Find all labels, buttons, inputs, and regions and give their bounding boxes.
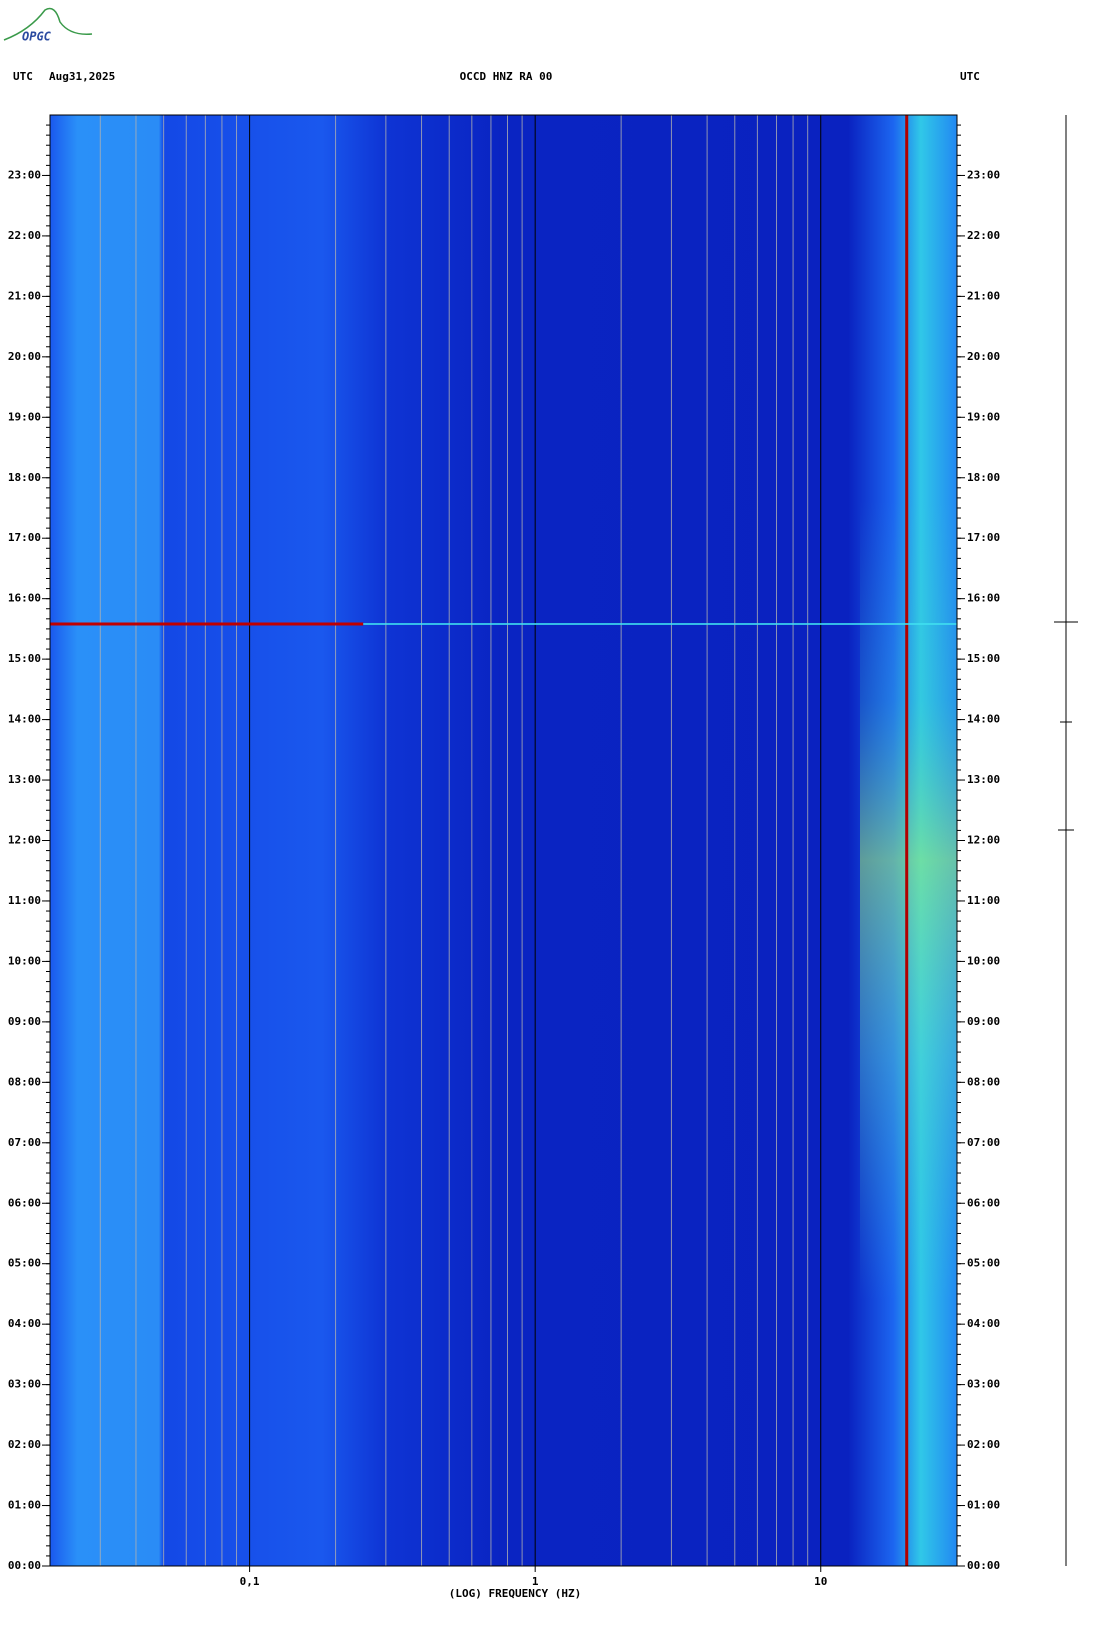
y-tick-label-right: 02:00 [967, 1438, 1000, 1451]
y-tick-label-right: 19:00 [967, 410, 1000, 423]
y-tick-label-right: 00:00 [967, 1559, 1000, 1572]
y-tick-label-left: 19:00 [8, 410, 41, 423]
y-tick-label-left: 10:00 [8, 954, 41, 967]
y-tick-label-right: 01:00 [967, 1499, 1000, 1512]
y-tick-label-right: 14:00 [967, 713, 1000, 726]
x-tick-label: 1 [532, 1575, 539, 1588]
spectrogram-energy [860, 500, 957, 1300]
y-tick-label-right: 23:00 [967, 168, 1000, 181]
x-tick-label: 0,1 [240, 1575, 260, 1588]
y-tick-label-left: 22:00 [8, 229, 41, 242]
y-tick-label-left: 15:00 [8, 652, 41, 665]
y-tick-label-left: 21:00 [8, 289, 41, 302]
y-tick-label-left: 06:00 [8, 1196, 41, 1209]
y-tick-label-left: 09:00 [8, 1015, 41, 1028]
logo: OPGC [3, 7, 93, 44]
y-tick-label-left: 18:00 [8, 471, 41, 484]
y-tick-label-right: 06:00 [967, 1196, 1000, 1209]
y-tick-label-right: 18:00 [967, 471, 1000, 484]
y-tick-label-left: 01:00 [8, 1499, 41, 1512]
y-tick-label-left: 17:00 [8, 531, 41, 544]
y-tick-label-right: 20:00 [967, 350, 1000, 363]
y-tick-label-left: 03:00 [8, 1378, 41, 1391]
y-tick-label-left: 08:00 [8, 1075, 41, 1088]
y-tick-label-left: 11:00 [8, 894, 41, 907]
y-tick-label-left: 07:00 [8, 1136, 41, 1149]
y-tick-label-left: 05:00 [8, 1257, 41, 1270]
right-label: UTC [960, 70, 980, 83]
logo-text: OPGC [22, 30, 52, 44]
left-label: UTC [13, 70, 33, 83]
y-tick-label-right: 17:00 [967, 531, 1000, 544]
y-tick-label-right: 16:00 [967, 592, 1000, 605]
y-tick-label-left: 16:00 [8, 592, 41, 605]
y-tick-label-right: 08:00 [967, 1075, 1000, 1088]
plot-frame [49, 114, 958, 1567]
y-tick-label-right: 03:00 [967, 1378, 1000, 1391]
y-tick-label-right: 05:00 [967, 1257, 1000, 1270]
y-tick-label-right: 10:00 [967, 954, 1000, 967]
y-tick-label-right: 09:00 [967, 1015, 1000, 1028]
y-tick-label-right: 13:00 [967, 773, 1000, 786]
y-tick-label-left: 12:00 [8, 834, 41, 847]
y-tick-label-left: 00:00 [8, 1559, 41, 1572]
y-tick-label-right: 07:00 [967, 1136, 1000, 1149]
y-tick-label-right: 12:00 [967, 834, 1000, 847]
y-tick-label-right: 04:00 [967, 1317, 1000, 1330]
y-tick-label-right: 15:00 [967, 652, 1000, 665]
date: Aug31,2025 [49, 70, 115, 83]
y-tick-label-left: 13:00 [8, 773, 41, 786]
chart-title: OCCD HNZ RA 00 [460, 70, 553, 83]
y-tick-label-right: 11:00 [967, 894, 1000, 907]
y-tick-label-left: 20:00 [8, 350, 41, 363]
y-tick-label-left: 23:00 [8, 168, 41, 181]
y-tick-label-left: 02:00 [8, 1438, 41, 1451]
y-tick-label-right: 21:00 [967, 289, 1000, 302]
spectrogram-image [50, 115, 957, 1566]
y-tick-label-right: 22:00 [967, 229, 1000, 242]
y-tick-label-left: 14:00 [8, 713, 41, 726]
seismogram-events [1054, 621, 1078, 831]
x-axis-label: (LOG) FREQUENCY (HZ) [449, 1587, 581, 1600]
y-tick-label-left: 04:00 [8, 1317, 41, 1330]
x-tick-label: 10 [814, 1575, 827, 1588]
